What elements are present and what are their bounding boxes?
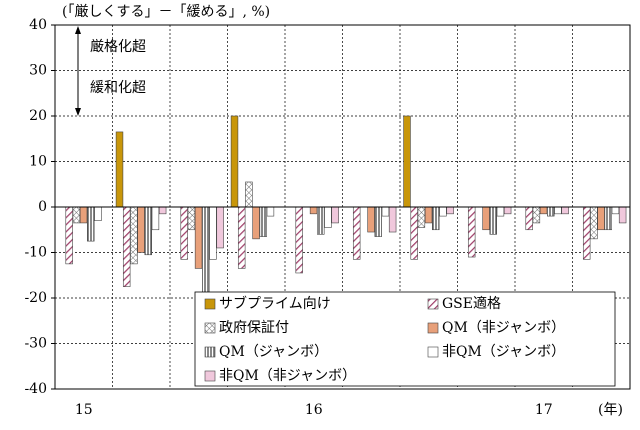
y-tick-label: 0 — [38, 199, 47, 215]
bar — [295, 206, 303, 274]
bar — [137, 206, 145, 253]
bar — [489, 206, 497, 235]
bar — [122, 206, 131, 287]
legend-swatch — [204, 322, 216, 334]
note-down: 緩和化超 — [90, 80, 146, 96]
bar — [65, 206, 73, 265]
bar — [317, 206, 325, 235]
bar — [432, 206, 440, 231]
bar — [467, 206, 476, 258]
legend-label: 非QM（ジャンボ） — [442, 344, 565, 360]
bar — [115, 131, 124, 208]
bar — [525, 206, 533, 231]
legend-label: 政府保証付 — [219, 320, 289, 336]
bar — [482, 206, 490, 231]
bar — [252, 206, 260, 240]
x-tick-label: 17 — [535, 402, 553, 418]
y-tick-label: -20 — [24, 290, 47, 306]
bar — [424, 206, 433, 224]
bar — [194, 206, 203, 269]
bar — [374, 206, 382, 237]
bar — [611, 206, 620, 215]
bar — [618, 206, 627, 224]
legend-swatch — [427, 322, 439, 334]
legend-label: GSE適格 — [442, 295, 501, 312]
bar — [79, 206, 88, 224]
bar — [597, 206, 605, 231]
y-tick-label: -30 — [24, 336, 47, 352]
y-tick-label: -10 — [24, 245, 47, 261]
bar — [604, 206, 612, 231]
bar — [446, 206, 454, 215]
bar — [309, 206, 318, 215]
bar — [216, 206, 224, 249]
bar — [324, 206, 332, 228]
bar — [367, 206, 375, 233]
legend-label: 非QM（非ジャンボ） — [219, 368, 356, 384]
y-tick-label: 10 — [29, 154, 47, 170]
bar — [259, 206, 267, 237]
legend-swatch — [204, 370, 216, 382]
x-tick-label: 15 — [75, 402, 93, 418]
x-unit: (年) — [598, 402, 623, 418]
bar — [547, 206, 555, 217]
legend-label: QM（ジャンボ） — [219, 344, 328, 360]
bar — [72, 206, 81, 224]
annotation: (「厳しくする」－「緩める」, %) — [62, 4, 270, 20]
bar — [496, 206, 505, 217]
x-tick-label: 16 — [305, 402, 323, 418]
y-tick-label: 30 — [29, 63, 47, 79]
bar — [410, 206, 418, 260]
bar — [209, 206, 217, 260]
bar — [245, 181, 253, 208]
bar — [539, 206, 548, 215]
bar — [230, 115, 239, 208]
bar — [582, 206, 591, 260]
bar — [388, 206, 397, 233]
note-up: 厳格化超 — [90, 39, 146, 55]
legend-label: QM（非ジャンボ） — [442, 320, 565, 336]
bar — [180, 206, 188, 260]
legend-label: サブプライム向け — [219, 295, 331, 312]
y-tick-label: 20 — [29, 108, 47, 124]
bar — [590, 206, 598, 240]
legend-swatch — [427, 298, 439, 310]
bar — [94, 206, 102, 221]
bar — [417, 206, 426, 228]
legend-swatch — [204, 298, 216, 310]
bar — [144, 206, 152, 256]
bar — [237, 206, 246, 269]
legend-box — [194, 291, 616, 387]
bar — [352, 206, 361, 260]
bar — [266, 206, 275, 217]
bar — [151, 206, 160, 231]
y-tick-label: -40 — [24, 381, 47, 397]
bar — [403, 115, 411, 208]
legend-swatch — [204, 346, 216, 358]
bar — [503, 206, 512, 215]
legend-swatch — [427, 346, 439, 358]
y-tick-label: 40 — [29, 17, 47, 33]
bar — [187, 206, 196, 231]
bar — [561, 206, 569, 215]
bar — [130, 206, 138, 265]
bar — [87, 206, 95, 242]
bar — [381, 206, 390, 217]
bar — [158, 206, 167, 215]
bar — [554, 206, 562, 215]
bar — [439, 206, 447, 217]
bar — [532, 206, 541, 224]
bar — [331, 206, 339, 224]
